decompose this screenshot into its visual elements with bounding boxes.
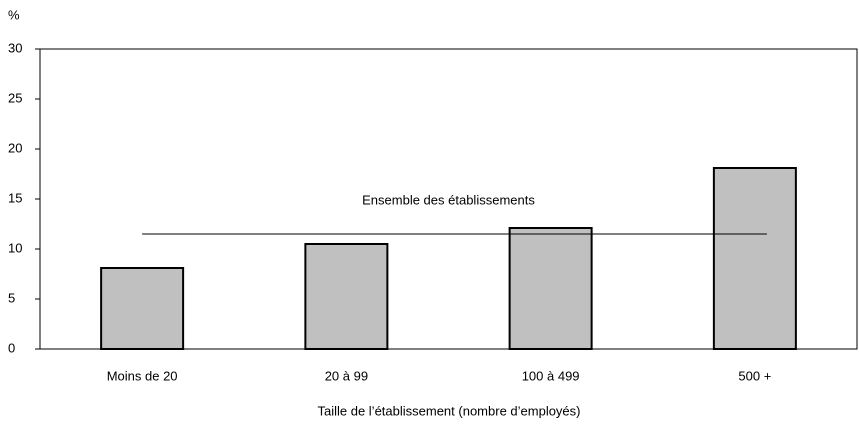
x-tick-label: Moins de 20 (107, 368, 178, 383)
y-tick-label: 20 (8, 140, 22, 155)
x-axis-title: Taille de l’établissement (nombre d’empl… (317, 403, 580, 418)
y-tick-label: 10 (8, 240, 22, 255)
bar (508, 227, 593, 350)
y-axis-label: % (8, 7, 20, 22)
bar (712, 167, 797, 350)
x-tick-label: 500 + (738, 368, 771, 383)
x-tick-label: 100 à 499 (522, 368, 580, 383)
y-tick-label: 5 (8, 290, 15, 305)
bar (100, 267, 185, 350)
bar (304, 243, 389, 350)
y-tick-label: 15 (8, 190, 22, 205)
x-tick-label: 20 à 99 (325, 368, 368, 383)
y-tick-label: 30 (8, 40, 22, 55)
y-tick-label: 0 (8, 340, 15, 355)
y-tick-label: 25 (8, 90, 22, 105)
reference-label: Ensemble des établissements (362, 192, 535, 207)
